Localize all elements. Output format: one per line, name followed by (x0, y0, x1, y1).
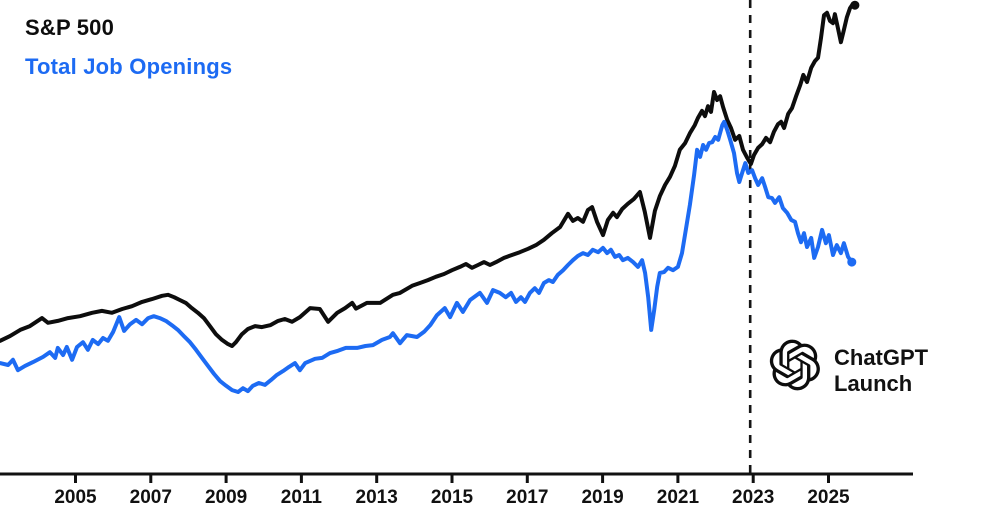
legend-jobs-label: Total Job Openings (25, 54, 233, 79)
x-axis-tick-label: 2011 (281, 487, 323, 508)
x-axis-tick-label: 2013 (356, 487, 398, 508)
x-axis-tick-label: 2017 (506, 487, 548, 508)
chatgpt-launch-text-line2: Launch (834, 371, 913, 396)
job-openings-endpoint-dot (847, 257, 857, 267)
x-axis-tick-label: 2019 (581, 487, 623, 508)
chatgpt-launch-text: ChatGPT Launch (834, 345, 928, 397)
x-axis-tick-label: 2005 (54, 487, 97, 508)
legend-sp500-label: S&P 500 (25, 15, 115, 40)
x-axis-tick-label: 2009 (205, 487, 247, 508)
sp500-line (0, 1, 857, 348)
x-axis-tick-label: 2015 (431, 487, 474, 508)
legend: S&P 500 Total Job Openings (25, 15, 232, 79)
chatgpt-launch-annotation: ChatGPT Launch (769, 339, 928, 397)
chatgpt-launch-text-line1: ChatGPT (834, 345, 929, 370)
sp500-endpoint-dot (850, 0, 860, 10)
openai-logo-icon (769, 339, 820, 391)
x-axis-tick-label: 2007 (130, 487, 172, 508)
x-axis-tick-label: 2021 (657, 487, 700, 508)
x-axis-tick-label: 2025 (807, 487, 850, 508)
job-openings-line (0, 119, 854, 394)
x-axis-tick-label: 2023 (732, 487, 774, 508)
